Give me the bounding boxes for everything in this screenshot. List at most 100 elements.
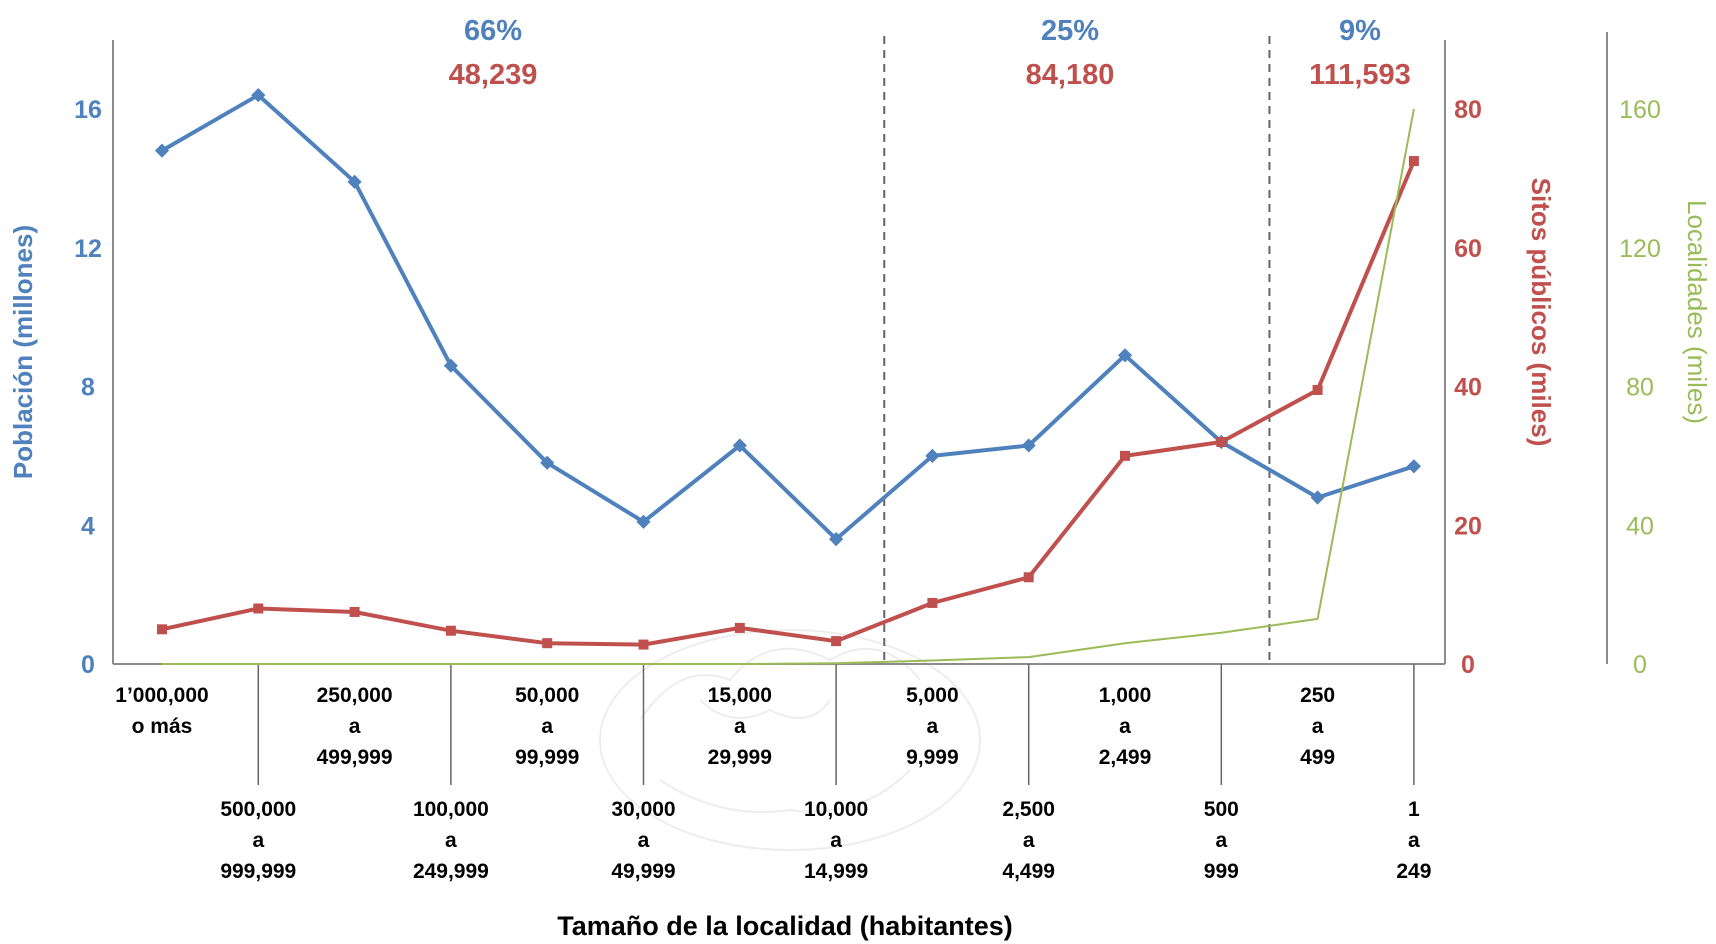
series-line-right2 bbox=[162, 108, 1415, 665]
category-label-line: 9,999 bbox=[906, 746, 959, 769]
tick-label-right1-80: 80 bbox=[1454, 96, 1482, 124]
tick-label-right2-120: 120 bbox=[1619, 235, 1661, 263]
category-label-line: 49,999 bbox=[611, 860, 675, 883]
group-percent-1: 66% bbox=[464, 15, 522, 47]
category-label-10: 1,000 a 2,499 bbox=[1099, 684, 1152, 769]
point-right1-11 bbox=[1216, 437, 1227, 447]
category-label-line: a bbox=[445, 829, 457, 852]
tick-label-right1-60: 60 bbox=[1454, 235, 1482, 263]
point-right1-12 bbox=[1312, 384, 1323, 395]
category-label-1: 500,000 a 999,999 bbox=[220, 798, 296, 883]
point-right1-9 bbox=[1023, 572, 1034, 583]
point-left-12 bbox=[1310, 490, 1325, 505]
category-label-4: 50,000 a 99,999 bbox=[515, 684, 579, 769]
group-percent-3: 9% bbox=[1339, 15, 1381, 47]
group-total-3: 111,593 bbox=[1309, 59, 1411, 91]
point-right1-2 bbox=[349, 606, 360, 617]
category-label-line: 100,000 bbox=[413, 798, 489, 821]
group-percent-2: 25% bbox=[1041, 15, 1099, 47]
point-left-5 bbox=[636, 514, 651, 529]
category-label-line: 500 bbox=[1204, 798, 1239, 821]
point-right1-10 bbox=[1120, 450, 1130, 461]
category-label-13: 1 a 249 bbox=[1396, 798, 1431, 883]
category-label-line: 250,000 bbox=[317, 684, 393, 707]
point-left-4 bbox=[540, 455, 555, 470]
tick-label-left-12: 12 bbox=[74, 235, 102, 263]
category-label-line: 499,999 bbox=[317, 746, 393, 769]
tick-label-right2-0: 0 bbox=[1633, 651, 1647, 679]
category-label-line: 50,000 bbox=[515, 684, 579, 707]
category-label-12: 250 a 499 bbox=[1300, 684, 1335, 769]
x-axis-title: Tamaño de la localidad (habitantes) bbox=[557, 911, 1013, 941]
category-label-line: 2,499 bbox=[1099, 746, 1152, 769]
group-dividers bbox=[883, 36, 1271, 664]
tick-label-left-0: 0 bbox=[81, 651, 95, 679]
category-label-line: 5,000 bbox=[906, 684, 959, 707]
category-label-line: 99,999 bbox=[515, 746, 579, 769]
left-axis-title: Población (millones) bbox=[8, 225, 38, 479]
category-label-line: a bbox=[1119, 715, 1131, 738]
category-label-line: 499 bbox=[1300, 746, 1335, 769]
category-label-line: 2,500 bbox=[1002, 798, 1055, 821]
category-label-line: 250 bbox=[1300, 684, 1335, 707]
category-label-6: 15,000 a 29,999 bbox=[708, 684, 772, 769]
category-label-line: a bbox=[252, 829, 264, 852]
series-line-left bbox=[161, 93, 1415, 542]
group-total-1: 48,239 bbox=[449, 59, 538, 91]
category-label-line: 249,999 bbox=[413, 860, 489, 883]
category-label-line: 999 bbox=[1204, 860, 1239, 883]
category-label-line: a bbox=[1215, 829, 1227, 852]
point-right1-0 bbox=[157, 624, 167, 635]
category-label-line: a bbox=[1312, 715, 1324, 738]
category-label-line: 1,000 bbox=[1099, 684, 1152, 707]
category-label-line: a bbox=[541, 715, 553, 738]
tick-label-right1-0: 0 bbox=[1461, 651, 1475, 679]
category-label-2: 250,000 a 499,999 bbox=[317, 684, 393, 769]
category-label-8: 5,000 a 9,999 bbox=[906, 684, 959, 769]
category-label-line: 999,999 bbox=[220, 860, 296, 883]
category-label-line: 500,000 bbox=[220, 798, 296, 821]
series-layer bbox=[154, 88, 1421, 665]
point-left-13 bbox=[1406, 459, 1421, 474]
category-label-line: 4,499 bbox=[1002, 860, 1055, 883]
category-label-3: 100,000 a 249,999 bbox=[413, 798, 489, 883]
category-label-line: a bbox=[1023, 829, 1035, 852]
point-right1-4 bbox=[542, 638, 553, 649]
tick-label-left-8: 8 bbox=[81, 374, 95, 402]
category-ticks bbox=[257, 664, 1415, 785]
point-right1-7 bbox=[831, 636, 842, 647]
category-label-line: 1’000,000 bbox=[115, 684, 208, 707]
tick-label-right2-80: 80 bbox=[1626, 374, 1654, 402]
tick-label-left-16: 16 bbox=[74, 96, 102, 124]
category-label-line: 30,000 bbox=[611, 798, 675, 821]
category-label-line: a bbox=[927, 715, 939, 738]
point-left-6 bbox=[732, 438, 747, 453]
category-label-line: a bbox=[349, 715, 361, 738]
tick-label-left-4: 4 bbox=[81, 512, 95, 540]
series-line-right1 bbox=[161, 160, 1416, 647]
point-right1-6 bbox=[734, 622, 745, 633]
category-label-line: a bbox=[830, 829, 842, 852]
point-left-8 bbox=[925, 448, 940, 463]
category-label-line: a bbox=[734, 715, 746, 738]
point-right1-8 bbox=[927, 597, 938, 608]
point-left-7 bbox=[829, 532, 844, 547]
category-label-11: 500 a 999 bbox=[1204, 798, 1239, 883]
point-left-2 bbox=[347, 174, 362, 189]
point-left-3 bbox=[443, 358, 458, 373]
tick-label-right1-20: 20 bbox=[1454, 512, 1482, 540]
point-right1-1 bbox=[253, 603, 264, 614]
category-label-line: 29,999 bbox=[708, 746, 772, 769]
category-label-line: 15,000 bbox=[708, 684, 772, 707]
category-label-line: a bbox=[1408, 829, 1420, 852]
category-label-line: 1 bbox=[1408, 798, 1420, 821]
tick-label-right2-40: 40 bbox=[1626, 512, 1654, 540]
category-label-0: 1’000,000 o más bbox=[115, 684, 208, 738]
point-right1-3 bbox=[445, 625, 456, 636]
category-label-5: 30,000 a 49,999 bbox=[611, 798, 675, 883]
category-label-line: 14,999 bbox=[804, 860, 868, 883]
watermark-seal bbox=[599, 629, 981, 851]
point-right1-5 bbox=[638, 639, 649, 650]
